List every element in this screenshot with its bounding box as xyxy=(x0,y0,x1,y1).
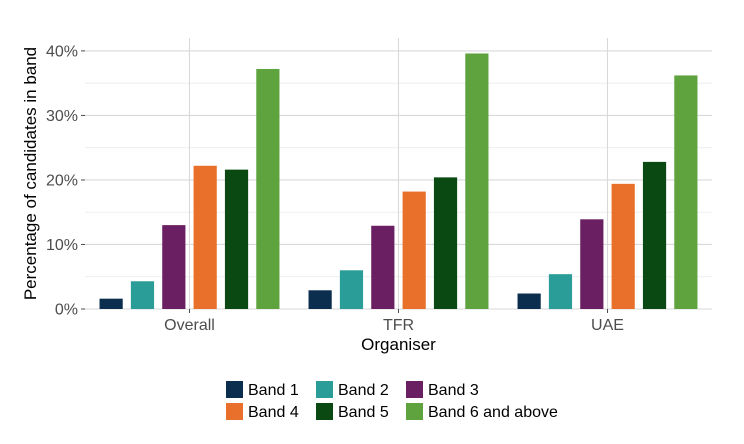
bar-band-6-and-above-overall xyxy=(256,68,280,309)
legend-label: Band 5 xyxy=(338,404,389,421)
bar-band-2-overall xyxy=(130,281,155,309)
bar-band-4-uae xyxy=(611,183,635,309)
y-tick-label: 40% xyxy=(46,43,78,60)
bar-band-1-overall xyxy=(99,298,123,309)
legend-swatch xyxy=(316,403,333,420)
bar-band-6-and-above-tfr xyxy=(465,53,489,309)
y-axis-ticks: 0% 10% 20% 30% 40% xyxy=(46,43,85,319)
x-tick-label: TFR xyxy=(383,317,414,334)
bar-band-2-tfr xyxy=(339,270,364,309)
legend-swatch xyxy=(406,403,423,420)
legend-label: Band 6 and above xyxy=(428,404,558,421)
y-axis-title: Percentage of candidates in band xyxy=(21,47,40,300)
bar-band-4-overall xyxy=(193,165,217,309)
y-tick-label: 10% xyxy=(46,237,78,254)
bar-band-1-tfr xyxy=(308,290,332,309)
legend-swatch xyxy=(226,403,243,420)
bar-band-2-uae xyxy=(548,274,573,309)
bar-band-3-overall xyxy=(162,225,186,309)
y-tick-label: 30% xyxy=(46,108,78,125)
bar-band-3-tfr xyxy=(371,225,395,309)
x-axis-title: Organiser xyxy=(361,335,436,354)
x-tick-label: Overall xyxy=(164,317,215,334)
y-tick-label: 0% xyxy=(55,302,78,319)
x-axis-ticks: Overall TFR UAE xyxy=(164,309,624,334)
legend-label: Band 4 xyxy=(248,404,299,421)
legend-label: Band 3 xyxy=(428,382,479,399)
legend-swatch xyxy=(316,381,333,398)
legend: Band 1 Band 2 Band 3 Band 4 Band 5 Band 6 and… xyxy=(226,381,558,421)
y-tick-label: 20% xyxy=(46,172,78,189)
legend-label: Band 1 xyxy=(248,382,299,399)
x-tick-label: UAE xyxy=(591,317,624,334)
legend-swatch xyxy=(406,381,423,398)
bar-band-6-and-above-uae xyxy=(674,75,698,309)
bar-band-5-uae xyxy=(642,161,667,309)
legend-swatch xyxy=(226,381,243,398)
bar-band-5-overall xyxy=(224,169,249,309)
bar-band-3-uae xyxy=(580,219,604,309)
legend-label: Band 2 xyxy=(338,382,389,399)
bar-band-5-tfr xyxy=(433,177,458,309)
bar-band-4-tfr xyxy=(402,191,426,309)
bar-band-1-uae xyxy=(517,293,541,309)
bars xyxy=(99,53,698,309)
